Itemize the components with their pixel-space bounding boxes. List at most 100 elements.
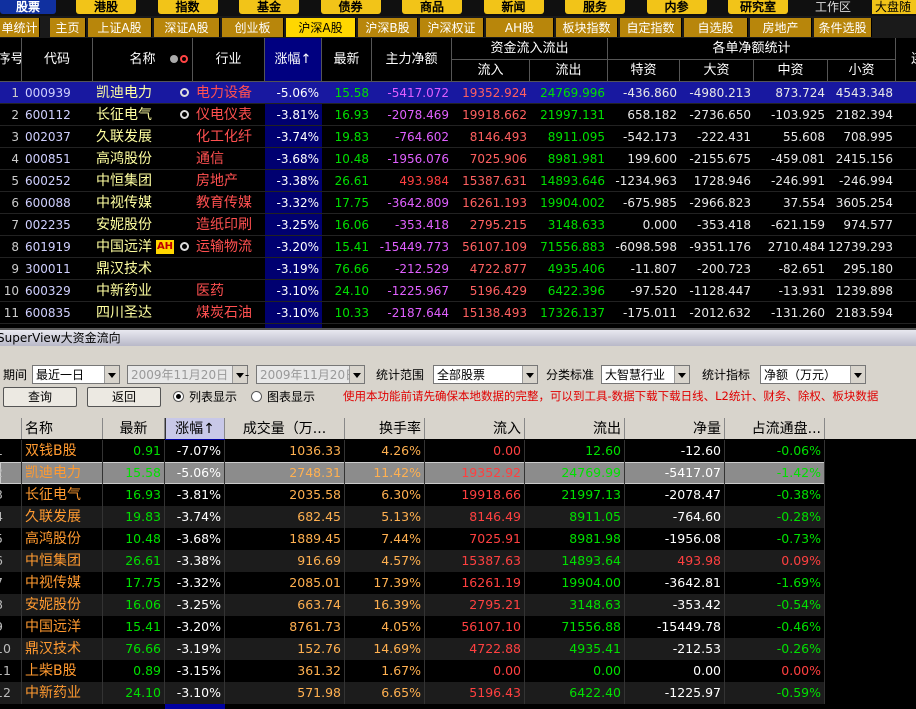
cell: 中新药业 — [96, 283, 152, 299]
cell: 600252 — [25, 174, 71, 188]
row-line — [0, 235, 916, 236]
column-header: 换手率 — [345, 418, 425, 439]
cell: -3.19% — [165, 638, 225, 660]
menu-button[interactable]: 服务 — [565, 0, 625, 14]
cell: 12739.293 — [828, 240, 893, 254]
column-header: 行业 — [193, 38, 265, 82]
column-header: 序号 — [0, 38, 22, 82]
cell: -3.20% — [165, 616, 225, 638]
tab[interactable]: 沪深权证 — [420, 18, 484, 37]
cell: 199.600 — [627, 152, 677, 166]
radio[interactable] — [251, 391, 262, 402]
cell: 2415.156 — [835, 152, 893, 166]
dropdown[interactable]: 2009年11月20日 — [256, 365, 365, 384]
cell: 493.984 — [399, 174, 449, 188]
menu-button[interactable]: 股票 — [0, 0, 56, 14]
tab[interactable]: 创业板 — [222, 18, 284, 37]
dropdown[interactable]: 2009年11月20日 — [127, 365, 248, 384]
tab[interactable]: 沪深A股 — [286, 18, 356, 37]
workspace-label[interactable]: 工作区 — [814, 0, 851, 14]
cell: 9 — [11, 262, 19, 276]
cell: 19904.00 — [525, 572, 625, 594]
cell: 2795.21 — [425, 594, 525, 616]
dropdown[interactable]: 大智慧行业 — [601, 365, 690, 384]
cell: 71556.883 — [540, 240, 605, 254]
cell: 0.00 — [525, 660, 625, 682]
cell: 19918.662 — [462, 108, 527, 122]
tab[interactable]: 上证A股 — [88, 18, 152, 37]
dropdown[interactable]: 最近一日 — [32, 365, 120, 384]
dropdown[interactable]: 全部股票 — [433, 365, 538, 384]
tab[interactable]: 自定指数 — [620, 18, 682, 37]
cell: 14893.64 — [525, 550, 625, 572]
tab[interactable]: 沪深B股 — [358, 18, 418, 37]
menu-button[interactable]: 商品 — [402, 0, 462, 14]
cell: -5.06% — [276, 86, 319, 100]
dropdown-arrow-glyph — [108, 373, 116, 378]
cell: -0.28% — [725, 506, 825, 528]
cell: -1225.967 — [387, 284, 449, 298]
cell: 4.26% — [345, 440, 425, 462]
dropdown-arrow-glyph — [353, 373, 361, 378]
row-bg — [0, 638, 825, 660]
radio-label[interactable]: 列表显示 — [189, 390, 238, 404]
cell: 16261.193 — [462, 196, 527, 210]
cell: 4543.348 — [835, 86, 893, 100]
tab[interactable]: 条件选股 — [814, 18, 872, 37]
cell: 高鸿股份 — [22, 528, 103, 550]
column-header: 成交量（万... — [225, 418, 345, 439]
cell: 2182.394 — [835, 108, 893, 122]
cell: 2085.01 — [225, 572, 345, 594]
cell: 7.44% — [345, 528, 425, 550]
cell: -6098.598 — [615, 240, 677, 254]
menu-button[interactable]: 研究室 — [728, 0, 788, 14]
column-header: 连 — [896, 38, 916, 82]
tab[interactable]: AH股 — [486, 18, 554, 37]
cell: 长征电气 — [22, 484, 103, 506]
tab[interactable]: 深证A股 — [154, 18, 220, 37]
column-header: 中资 — [754, 60, 828, 82]
menu-button[interactable]: 内参 — [646, 0, 707, 14]
label: 分类标准 — [546, 368, 595, 382]
notice: 使用本功能前请先确保本地数据的完整，可以到工具-数据下载下载日线、L2统计、财务… — [343, 389, 879, 404]
cell: 2795.215 — [469, 218, 527, 232]
button[interactable]: 查询 — [3, 387, 77, 407]
row-line — [0, 147, 916, 148]
tab[interactable]: 单统计 — [0, 18, 40, 37]
cell: -15449.773 — [379, 240, 449, 254]
cell: 4 — [11, 152, 19, 166]
dropdown[interactable]: 净额（万元） — [760, 365, 866, 384]
cell: 2710.484 — [767, 240, 825, 254]
cell: 3605.254 — [835, 196, 893, 210]
cell: 4722.877 — [469, 262, 527, 276]
menu-button[interactable]: 新闻 — [483, 0, 544, 14]
cell: 14893.646 — [540, 174, 605, 188]
cell: -3.68% — [276, 152, 319, 166]
menu-button[interactable]: 债券 — [320, 0, 381, 14]
tab[interactable]: 主页 — [50, 18, 86, 37]
tab[interactable]: 板块指数 — [556, 18, 618, 37]
market-label[interactable]: 大盘随 — [872, 0, 916, 14]
tab[interactable]: 房地产 — [750, 18, 812, 37]
cell: 中国远洋 — [96, 239, 152, 255]
menu-button[interactable]: 指数 — [157, 0, 218, 14]
cell: 凯迪电力 — [96, 85, 152, 101]
cell: 1 — [0, 440, 22, 462]
cell: 26.61 — [334, 174, 369, 188]
cell: -542.173 — [623, 130, 677, 144]
cell: 8146.49 — [425, 506, 525, 528]
cell: -3.81% — [276, 108, 319, 122]
cell: -2187.644 — [387, 306, 449, 320]
menu-button[interactable]: 基金 — [239, 0, 299, 14]
cell: 0.00% — [725, 660, 825, 682]
cell: -3.25% — [165, 594, 225, 616]
radio-label[interactable]: 图表显示 — [267, 390, 316, 404]
button[interactable]: 返回 — [87, 387, 161, 407]
menu-button[interactable]: 港股 — [76, 0, 136, 14]
cell: 3148.63 — [525, 594, 625, 616]
tab[interactable]: 自选股 — [684, 18, 748, 37]
cell: 11.42% — [345, 462, 425, 484]
cell: 76.66 — [103, 638, 165, 660]
cell: -3.20% — [276, 240, 319, 254]
cell: 5 — [0, 528, 22, 550]
